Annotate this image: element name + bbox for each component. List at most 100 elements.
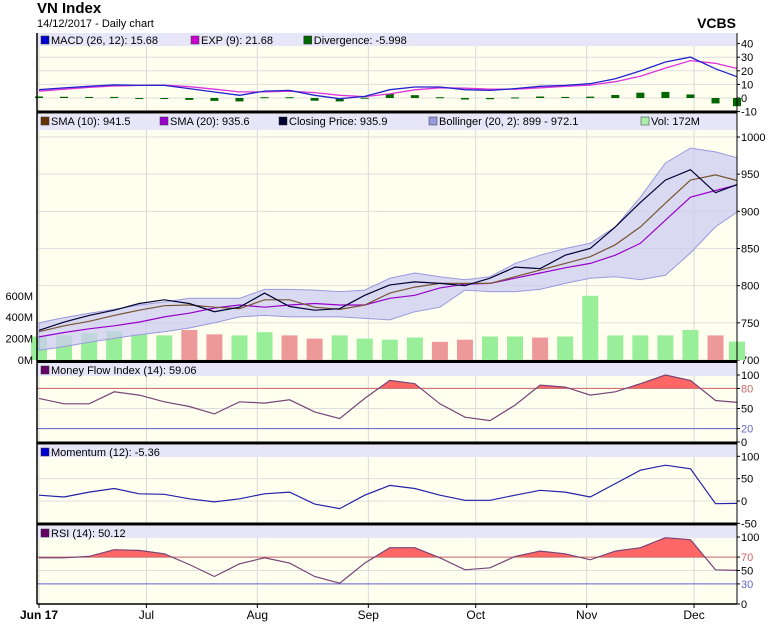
- y-tick-label: 800: [741, 281, 759, 293]
- y-tick-label: 40: [741, 39, 753, 51]
- divergence-bar: [210, 98, 219, 101]
- volume-bar: [306, 338, 323, 360]
- legend-entry: SMA (10): 941.5: [51, 116, 131, 128]
- volume-tick-label: 200M: [5, 334, 33, 346]
- y-tick-label: 950: [741, 169, 759, 181]
- y-tick-label: 750: [741, 318, 759, 330]
- legend-swatch: [40, 116, 50, 126]
- volume-bar: [607, 335, 624, 360]
- divergence-bar: [110, 96, 119, 98]
- divergence-bar: [711, 98, 720, 104]
- volume-bar: [206, 334, 223, 360]
- y-tick-label: 50: [741, 566, 753, 578]
- divergence-bar: [486, 98, 495, 100]
- legend-entry: Closing Price: 935.9: [289, 116, 387, 128]
- volume-bar: [181, 330, 198, 360]
- volume-bar: [156, 335, 173, 360]
- overbought-fill: [39, 537, 737, 558]
- y-tick-label: 900: [741, 206, 759, 218]
- legend-swatch: [640, 116, 650, 126]
- legend-swatch: [40, 528, 50, 538]
- divergence-bar: [135, 98, 144, 99]
- legend-entry: RSI (14): 50.12: [51, 528, 126, 540]
- x-tick-label: Nov: [576, 608, 597, 622]
- divergence-bar: [536, 96, 545, 98]
- volume-bar: [657, 335, 674, 360]
- volume-bar: [456, 339, 473, 360]
- sma20-line: [38, 184, 738, 338]
- divergence-bar: [60, 96, 69, 98]
- divergence-bar: [636, 92, 645, 98]
- y-tick-label: 70: [741, 552, 753, 564]
- divergence-bar: [35, 96, 43, 98]
- volume-tick-label: 0M: [18, 355, 33, 367]
- y-tick-label: 1000: [741, 132, 765, 144]
- y-tick-label: 100: [741, 532, 759, 544]
- volume-bar: [406, 337, 423, 360]
- volume-bar: [532, 337, 549, 360]
- divergence-bar: [460, 98, 469, 100]
- divergence-bar: [85, 96, 94, 98]
- legend-strip-rsi: [37, 526, 737, 538]
- legend-strip-momentum: [37, 445, 737, 457]
- volume-bar: [231, 335, 248, 360]
- x-tick-label: Jun 17: [20, 608, 58, 622]
- y-tick-label: 50: [741, 404, 753, 416]
- y-tick-label: 100: [741, 451, 759, 463]
- legend-swatch: [40, 365, 50, 375]
- y-tick-label: 100: [741, 370, 759, 382]
- x-tick-label: Jul: [139, 608, 154, 622]
- divergence-bar: [360, 97, 369, 99]
- y-tick-label: 30: [741, 579, 753, 591]
- legend-swatch: [159, 116, 169, 126]
- divergence-bar: [260, 97, 269, 99]
- volume-bar: [356, 338, 373, 360]
- volume-bar: [131, 334, 148, 360]
- divergence-bar: [160, 98, 169, 99]
- legend-entry: EXP (9): 21.68: [201, 35, 273, 47]
- y-tick-label: -50: [741, 518, 757, 530]
- legend-entry: Divergence: -5.998: [314, 35, 407, 47]
- chart-title: VN Index: [37, 0, 102, 17]
- volume-bar: [582, 295, 599, 360]
- legend-swatch: [278, 116, 288, 126]
- legend-entry: Bollinger (20, 2): 899 - 972.1: [439, 116, 578, 128]
- y-tick-label: 10: [741, 79, 753, 91]
- legend-swatch: [303, 35, 313, 45]
- divergence-bar: [410, 95, 419, 98]
- divergence-bar: [435, 97, 444, 99]
- y-tick-label: 30: [741, 52, 753, 64]
- y-tick-label: 20: [741, 424, 753, 436]
- legend-strip-price: [37, 114, 737, 130]
- divergence-bar: [310, 98, 319, 101]
- x-tick-label: Dec: [683, 608, 704, 622]
- divergence-bar: [661, 91, 670, 98]
- volume-bar: [682, 330, 699, 360]
- divergence-bar: [561, 96, 570, 98]
- legend-entry: Momentum (12): -5.36: [51, 447, 160, 459]
- legend-strip-macd: [37, 33, 737, 46]
- divergence-bar: [611, 95, 620, 98]
- x-tick-label: Aug: [247, 608, 268, 622]
- macd-line: [38, 56, 738, 100]
- divergence-bar: [511, 97, 520, 99]
- y-tick-label: 0: [741, 496, 747, 508]
- closing-price-line: [38, 168, 738, 331]
- volume-bar: [331, 335, 348, 360]
- volume-bar: [507, 336, 524, 360]
- legend-entry: SMA (20): 935.6: [170, 116, 250, 128]
- divergence-bar: [185, 98, 194, 100]
- y-tick-label: 0: [741, 93, 747, 105]
- volume-tick-label: 400M: [5, 312, 33, 324]
- x-tick-label: Oct: [466, 608, 485, 622]
- panel-background-macd: [37, 33, 737, 112]
- y-tick-label: 850: [741, 243, 759, 255]
- sma10-line: [38, 174, 738, 333]
- volume-bar: [557, 336, 574, 360]
- brand-label: VCBS: [697, 15, 736, 31]
- y-tick-label: 80: [741, 383, 753, 395]
- y-tick-label: -10: [741, 107, 757, 119]
- legend-entry: Vol: 172M: [651, 116, 700, 128]
- volume-bar: [707, 335, 724, 360]
